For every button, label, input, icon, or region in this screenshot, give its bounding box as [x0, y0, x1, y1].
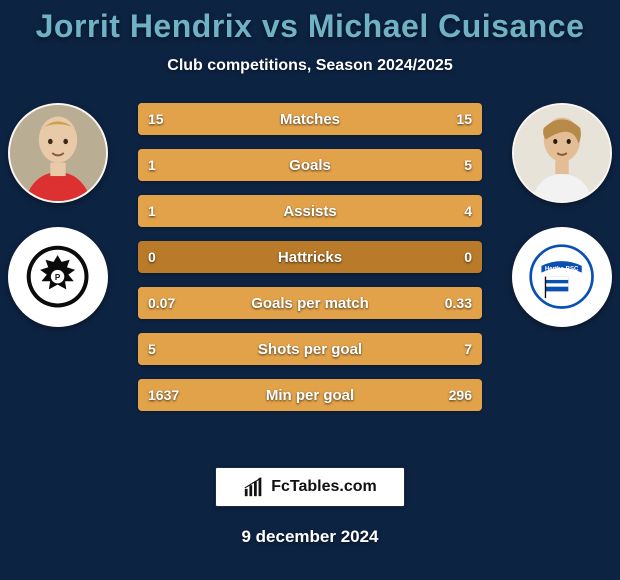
- stat-fill-right: [196, 149, 482, 181]
- stat-row: Shots per goal57: [138, 333, 482, 365]
- stat-row: Hattricks0 0: [138, 241, 482, 273]
- svg-text:P: P: [55, 273, 61, 282]
- stat-row: Goals per match0.070.33: [138, 287, 482, 319]
- person-silhouette-icon: [514, 105, 610, 201]
- bar-chart-icon: [243, 476, 265, 498]
- stat-row: Matches1515: [138, 103, 482, 135]
- person-silhouette-icon: [10, 105, 106, 201]
- flag-crest-icon: Hertha BSC: [528, 243, 595, 310]
- eagle-crest-icon: P: [24, 243, 91, 310]
- stat-fill-left: [138, 195, 207, 227]
- stat-row: Assists14: [138, 195, 482, 227]
- stat-row: Min per goal1637296: [138, 379, 482, 411]
- stat-fill-left: [138, 103, 310, 135]
- subtitle: Club competitions, Season 2024/2025: [0, 57, 620, 75]
- stat-bars: Matches1515 Goals15 Assists14 Hattricks0 0 Go…: [138, 103, 482, 411]
- footer-date: 9 december 2024: [0, 527, 620, 547]
- svg-text:Hertha BSC: Hertha BSC: [545, 267, 579, 273]
- club-right-crest: Hertha BSC: [512, 227, 612, 327]
- brand-badge: FcTables.com: [215, 467, 405, 507]
- content-area: P Her: [0, 103, 620, 443]
- stat-fill-right: [207, 195, 482, 227]
- stat-fill-left: [138, 287, 196, 319]
- stat-label: Hattricks: [138, 241, 482, 273]
- stat-fill-left: [138, 333, 282, 365]
- stat-row: Goals15: [138, 149, 482, 181]
- stat-fill-left: [138, 149, 196, 181]
- club-left-crest: P: [8, 227, 108, 327]
- right-column: Hertha BSC: [512, 103, 612, 327]
- left-column: P: [8, 103, 108, 327]
- comparison-card: Jorrit Hendrix vs Michael Cuisance Club …: [0, 0, 620, 580]
- stat-value-left: 0: [148, 241, 156, 273]
- page-title: Jorrit Hendrix vs Michael Cuisance: [0, 8, 620, 45]
- stat-fill-right: [430, 379, 482, 411]
- stat-fill-left: [138, 379, 430, 411]
- player-left-avatar: [8, 103, 108, 203]
- stat-fill-right: [310, 103, 482, 135]
- stat-value-right: 0: [464, 241, 472, 273]
- stat-fill-right: [196, 287, 482, 319]
- stat-fill-right: [282, 333, 482, 365]
- player-right-avatar: [512, 103, 612, 203]
- brand-text: FcTables.com: [271, 478, 377, 496]
